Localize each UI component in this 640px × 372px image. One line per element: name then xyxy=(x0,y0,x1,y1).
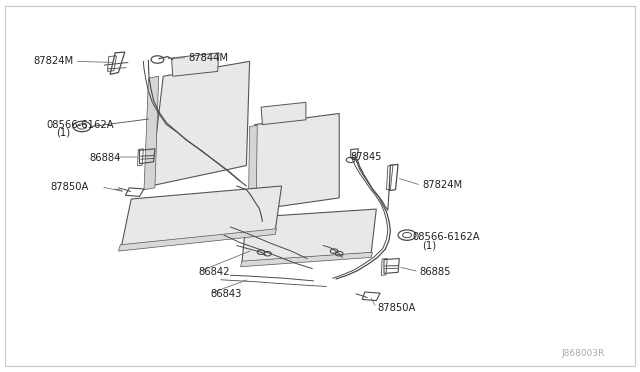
Text: 86885: 86885 xyxy=(420,267,451,276)
Polygon shape xyxy=(241,252,372,267)
Text: 86884: 86884 xyxy=(90,153,121,163)
Text: (1): (1) xyxy=(56,128,70,138)
Text: 87844M: 87844M xyxy=(189,53,229,62)
Polygon shape xyxy=(242,209,376,262)
Text: 87845: 87845 xyxy=(351,152,382,162)
Text: 08566-6162A: 08566-6162A xyxy=(46,120,114,129)
Polygon shape xyxy=(150,61,250,186)
Polygon shape xyxy=(248,125,257,213)
Text: 86843: 86843 xyxy=(210,289,241,299)
Text: 86842: 86842 xyxy=(198,267,230,277)
Text: 87850A: 87850A xyxy=(378,303,416,312)
Text: (1): (1) xyxy=(422,240,436,250)
Text: 87824M: 87824M xyxy=(422,180,463,190)
Text: 87824M: 87824M xyxy=(33,57,74,66)
Polygon shape xyxy=(172,53,219,76)
Polygon shape xyxy=(144,76,159,190)
Text: J868003R: J868003R xyxy=(561,349,605,358)
Polygon shape xyxy=(253,113,339,210)
Polygon shape xyxy=(261,102,306,125)
Polygon shape xyxy=(118,229,276,251)
Text: 87850A: 87850A xyxy=(50,182,88,192)
Polygon shape xyxy=(122,186,282,246)
Text: 08566-6162A: 08566-6162A xyxy=(412,232,480,242)
